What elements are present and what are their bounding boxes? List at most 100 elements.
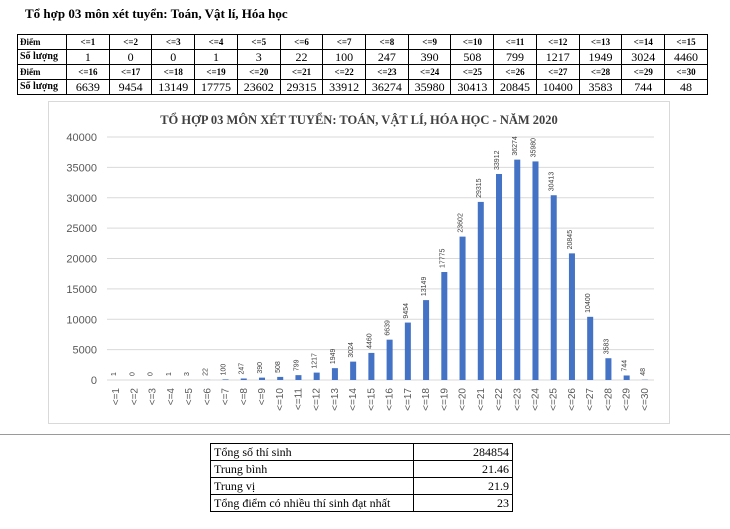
bar: [423, 300, 430, 380]
data-label: 10400: [585, 293, 592, 313]
score-cell: <=27: [535, 64, 580, 80]
x-tick-label: <=13: [330, 388, 341, 411]
count-cell: 6639: [66, 79, 110, 95]
score-header-row: Điểm <=1 <=2 <=3 <=4 <=5 <=6 <=7 <=8 <=9 <=10 <=11 <…: [17, 34, 708, 50]
score-cell: <=18: [151, 64, 196, 80]
score-cell: <=25: [450, 64, 495, 80]
score-header-row: Điểm <=16 <=17 <=18 <=19 <=20 <=21 <=22 <=23 <=24…: [17, 64, 708, 80]
data-label: 30413: [549, 172, 556, 192]
bar: [240, 378, 247, 380]
count-cell: 35980: [407, 79, 452, 95]
x-tick-label: <=29: [622, 388, 633, 411]
bar: [331, 368, 338, 380]
x-tick-label: <=25: [549, 388, 560, 411]
count-cell: 20845: [493, 79, 537, 95]
count-cell: 17775: [194, 79, 238, 95]
score-cell: <=2: [108, 34, 153, 50]
y-tick-label: 10000: [66, 314, 97, 326]
bar: [514, 159, 521, 380]
data-label: 3024: [348, 342, 355, 358]
page-heading: Tổ hợp 03 môn xét tuyển: Toán, Vật lí, H…: [25, 6, 288, 21]
data-label: 48: [640, 368, 647, 376]
stat-label: Tổng số thí sinh: [210, 443, 414, 461]
data-label: 799: [293, 359, 300, 371]
y-tick-label: 0: [91, 375, 97, 387]
count-cell: 10400: [535, 79, 580, 95]
x-tick-label: <=28: [603, 388, 614, 411]
x-tick-label: <=15: [366, 388, 377, 411]
bar: [550, 195, 557, 380]
data-label: 17775: [439, 248, 446, 268]
x-tick-label: <=8: [239, 388, 250, 406]
score-cell: <=7: [322, 34, 367, 50]
bar: [477, 201, 484, 380]
x-tick-label: <=30: [640, 388, 651, 411]
stat-value: 21.46: [413, 460, 513, 478]
stat-row: Tổng điểm có nhiều thí sinh đạt nhất 23: [210, 494, 513, 512]
stat-label: Trung vị: [210, 477, 414, 495]
row-label-count: Số lượng: [17, 79, 67, 95]
data-label: 13149: [421, 277, 428, 297]
count-cell: 3: [236, 49, 281, 65]
data-label: 20845: [567, 230, 574, 250]
count-cell: 33912: [322, 79, 367, 95]
y-tick-label: 20000: [66, 254, 97, 266]
score-cell: <=3: [151, 34, 196, 50]
bar: [441, 272, 448, 380]
x-tick-label: <=9: [257, 388, 268, 406]
bar: [404, 322, 411, 380]
data-label: 3: [184, 372, 191, 376]
data-label: 6639: [385, 320, 392, 336]
count-row: Số lượng 1 0 0 1 3 22 100 247 390 508 799 1217 1949 30…: [17, 49, 708, 65]
score-cell: <=28: [578, 64, 623, 80]
x-tick-label: <=10: [275, 388, 286, 411]
x-tick-label: <=4: [166, 388, 177, 406]
x-tick-label: <=27: [585, 388, 596, 411]
count-cell: 1217: [535, 49, 580, 65]
score-cell: <=10: [450, 34, 495, 50]
count-cell: 48: [664, 79, 708, 95]
row-label-score: Điểm: [17, 34, 67, 50]
data-label: 1: [166, 372, 173, 376]
score-cell: <=30: [664, 64, 708, 80]
data-label: 35980: [530, 138, 537, 158]
y-tick-label: 40000: [66, 132, 97, 144]
bar: [623, 375, 630, 380]
data-label: 744: [622, 360, 629, 372]
count-cell: 23602: [236, 79, 281, 95]
count-row: Số lượng 6639 9454 13149 17775 23602 29315 3391…: [17, 79, 708, 95]
x-tick-label: <=11: [293, 388, 304, 410]
stat-value: 284854: [413, 443, 513, 461]
x-tick-label: <=18: [421, 388, 432, 411]
score-cell: <=16: [66, 64, 110, 80]
data-label: 390: [257, 362, 264, 374]
count-cell: 1: [194, 49, 238, 65]
score-cell: <=14: [621, 34, 666, 50]
count-cell: 4460: [664, 49, 708, 65]
count-cell: 36274: [365, 79, 409, 95]
score-cell: <=8: [365, 34, 409, 50]
stat-row: Tổng số thí sinh 284854: [210, 443, 513, 461]
data-label: 1: [111, 372, 118, 376]
bar: [605, 358, 612, 380]
summary-stats-table: Tổng số thí sinh 284854 Trung bình 21.46 Tru…: [210, 443, 513, 512]
bar: [368, 352, 375, 380]
data-label: 33912: [494, 150, 501, 170]
bar: [258, 377, 265, 380]
x-tick-label: <=7: [221, 388, 232, 406]
score-cell: <=11: [493, 34, 537, 50]
count-cell: 390: [407, 49, 452, 65]
score-cell: <=21: [279, 64, 324, 80]
data-label: 508: [275, 361, 282, 373]
score-cell: <=23: [365, 64, 409, 80]
x-tick-label: <=23: [512, 388, 523, 411]
bar: [295, 375, 302, 380]
count-cell: 29315: [279, 79, 324, 95]
count-cell: 1949: [578, 49, 623, 65]
data-label: 36274: [512, 136, 519, 156]
stat-row: Trung bình 21.46: [210, 460, 513, 478]
data-label: 0: [148, 372, 155, 376]
row-label-count: Số lượng: [17, 49, 67, 65]
count-cell: 0: [108, 49, 153, 65]
bar: [350, 361, 357, 380]
